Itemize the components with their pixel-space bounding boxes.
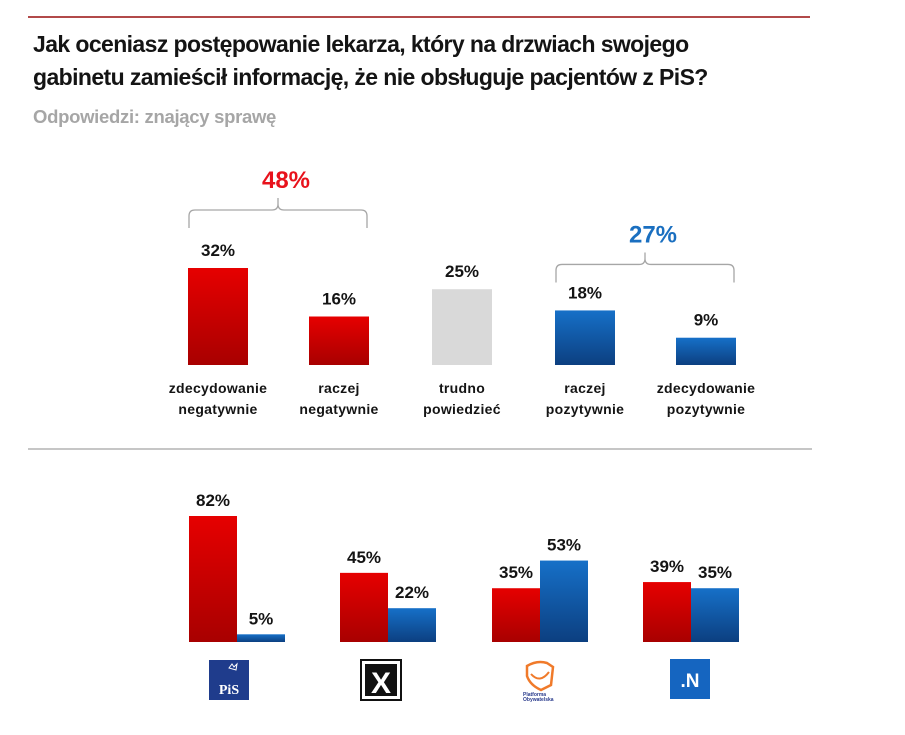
- category-label: zdecydowanie: [657, 380, 756, 396]
- section-divider: [28, 448, 812, 450]
- category-label: negatywnie: [178, 401, 257, 417]
- bar-pozytywnie: [237, 634, 285, 642]
- value-label: 18%: [568, 283, 602, 302]
- value-label: 22%: [395, 583, 429, 602]
- po-logo-text: Platforma: [523, 692, 546, 698]
- top-rule: [28, 16, 810, 18]
- crown-icon: [228, 662, 238, 671]
- category-label: zdecydowanie: [169, 380, 268, 396]
- chart-subtitle: Odpowiedzi: znający sprawę: [33, 106, 277, 127]
- value-label: 5%: [249, 609, 274, 628]
- bar-1: [309, 316, 369, 365]
- title-line-2: gabinetu zamieścił informację, że nie ob…: [33, 64, 708, 90]
- bracket: [188, 198, 368, 228]
- value-label: 53%: [547, 536, 581, 555]
- sum-label: 48%: [262, 167, 310, 194]
- value-label: 16%: [322, 290, 356, 309]
- bar-4: [676, 337, 736, 365]
- value-label: 9%: [694, 311, 719, 330]
- nowoczesna-logo-text: .N: [681, 671, 700, 692]
- category-label: raczej: [564, 380, 606, 396]
- category-label: powiedzieć: [423, 401, 501, 417]
- title-line-1: Jak oceniasz postępowanie lekarza, który…: [33, 31, 689, 57]
- category-label: pozytywnie: [667, 401, 745, 417]
- category-label: pozytywnie: [546, 401, 624, 417]
- value-label: 45%: [347, 548, 381, 567]
- bar-negatywnie: [189, 516, 237, 642]
- bar-pozytywnie: [540, 560, 588, 642]
- value-label: 35%: [698, 563, 732, 582]
- bar-0: [188, 268, 248, 365]
- value-label: 32%: [201, 241, 235, 260]
- kukiz-logo-x: X: [371, 667, 391, 700]
- po-logo-smile: [530, 671, 550, 680]
- value-label: 82%: [196, 491, 230, 510]
- po-logo-heart: [525, 660, 555, 692]
- category-label: negatywnie: [299, 401, 378, 417]
- category-label: raczej: [318, 380, 360, 396]
- value-label: 39%: [650, 557, 684, 576]
- bracket: [555, 252, 735, 283]
- pis-logo-text: PiS: [219, 683, 239, 698]
- po-logo-text: Obywatelska: [523, 697, 554, 703]
- pis-logo-background: [209, 660, 249, 700]
- top-chart: 32% zdecydowanie negatywnie 16% raczej negaty…: [169, 167, 756, 417]
- bar-2: [432, 289, 492, 365]
- kukiz-logo-background: [365, 664, 397, 696]
- nowoczesna-logo-background: [670, 659, 710, 699]
- bar-negatywnie: [492, 588, 540, 642]
- value-label: 35%: [499, 563, 533, 582]
- bar-pozytywnie: [388, 608, 436, 642]
- party-chart: 82% 5% 45% 22% 35% 53% 39% 35%: [189, 491, 739, 642]
- category-label: trudno: [439, 380, 485, 396]
- bar-negatywnie: [643, 582, 691, 642]
- bar-pozytywnie: [691, 588, 739, 642]
- bar-negatywnie: [340, 572, 388, 642]
- bar-3: [555, 310, 615, 365]
- chart-title: Jak oceniasz postępowanie lekarza, który…: [33, 28, 833, 94]
- value-label: 25%: [445, 262, 479, 281]
- sum-label: 27%: [629, 221, 677, 248]
